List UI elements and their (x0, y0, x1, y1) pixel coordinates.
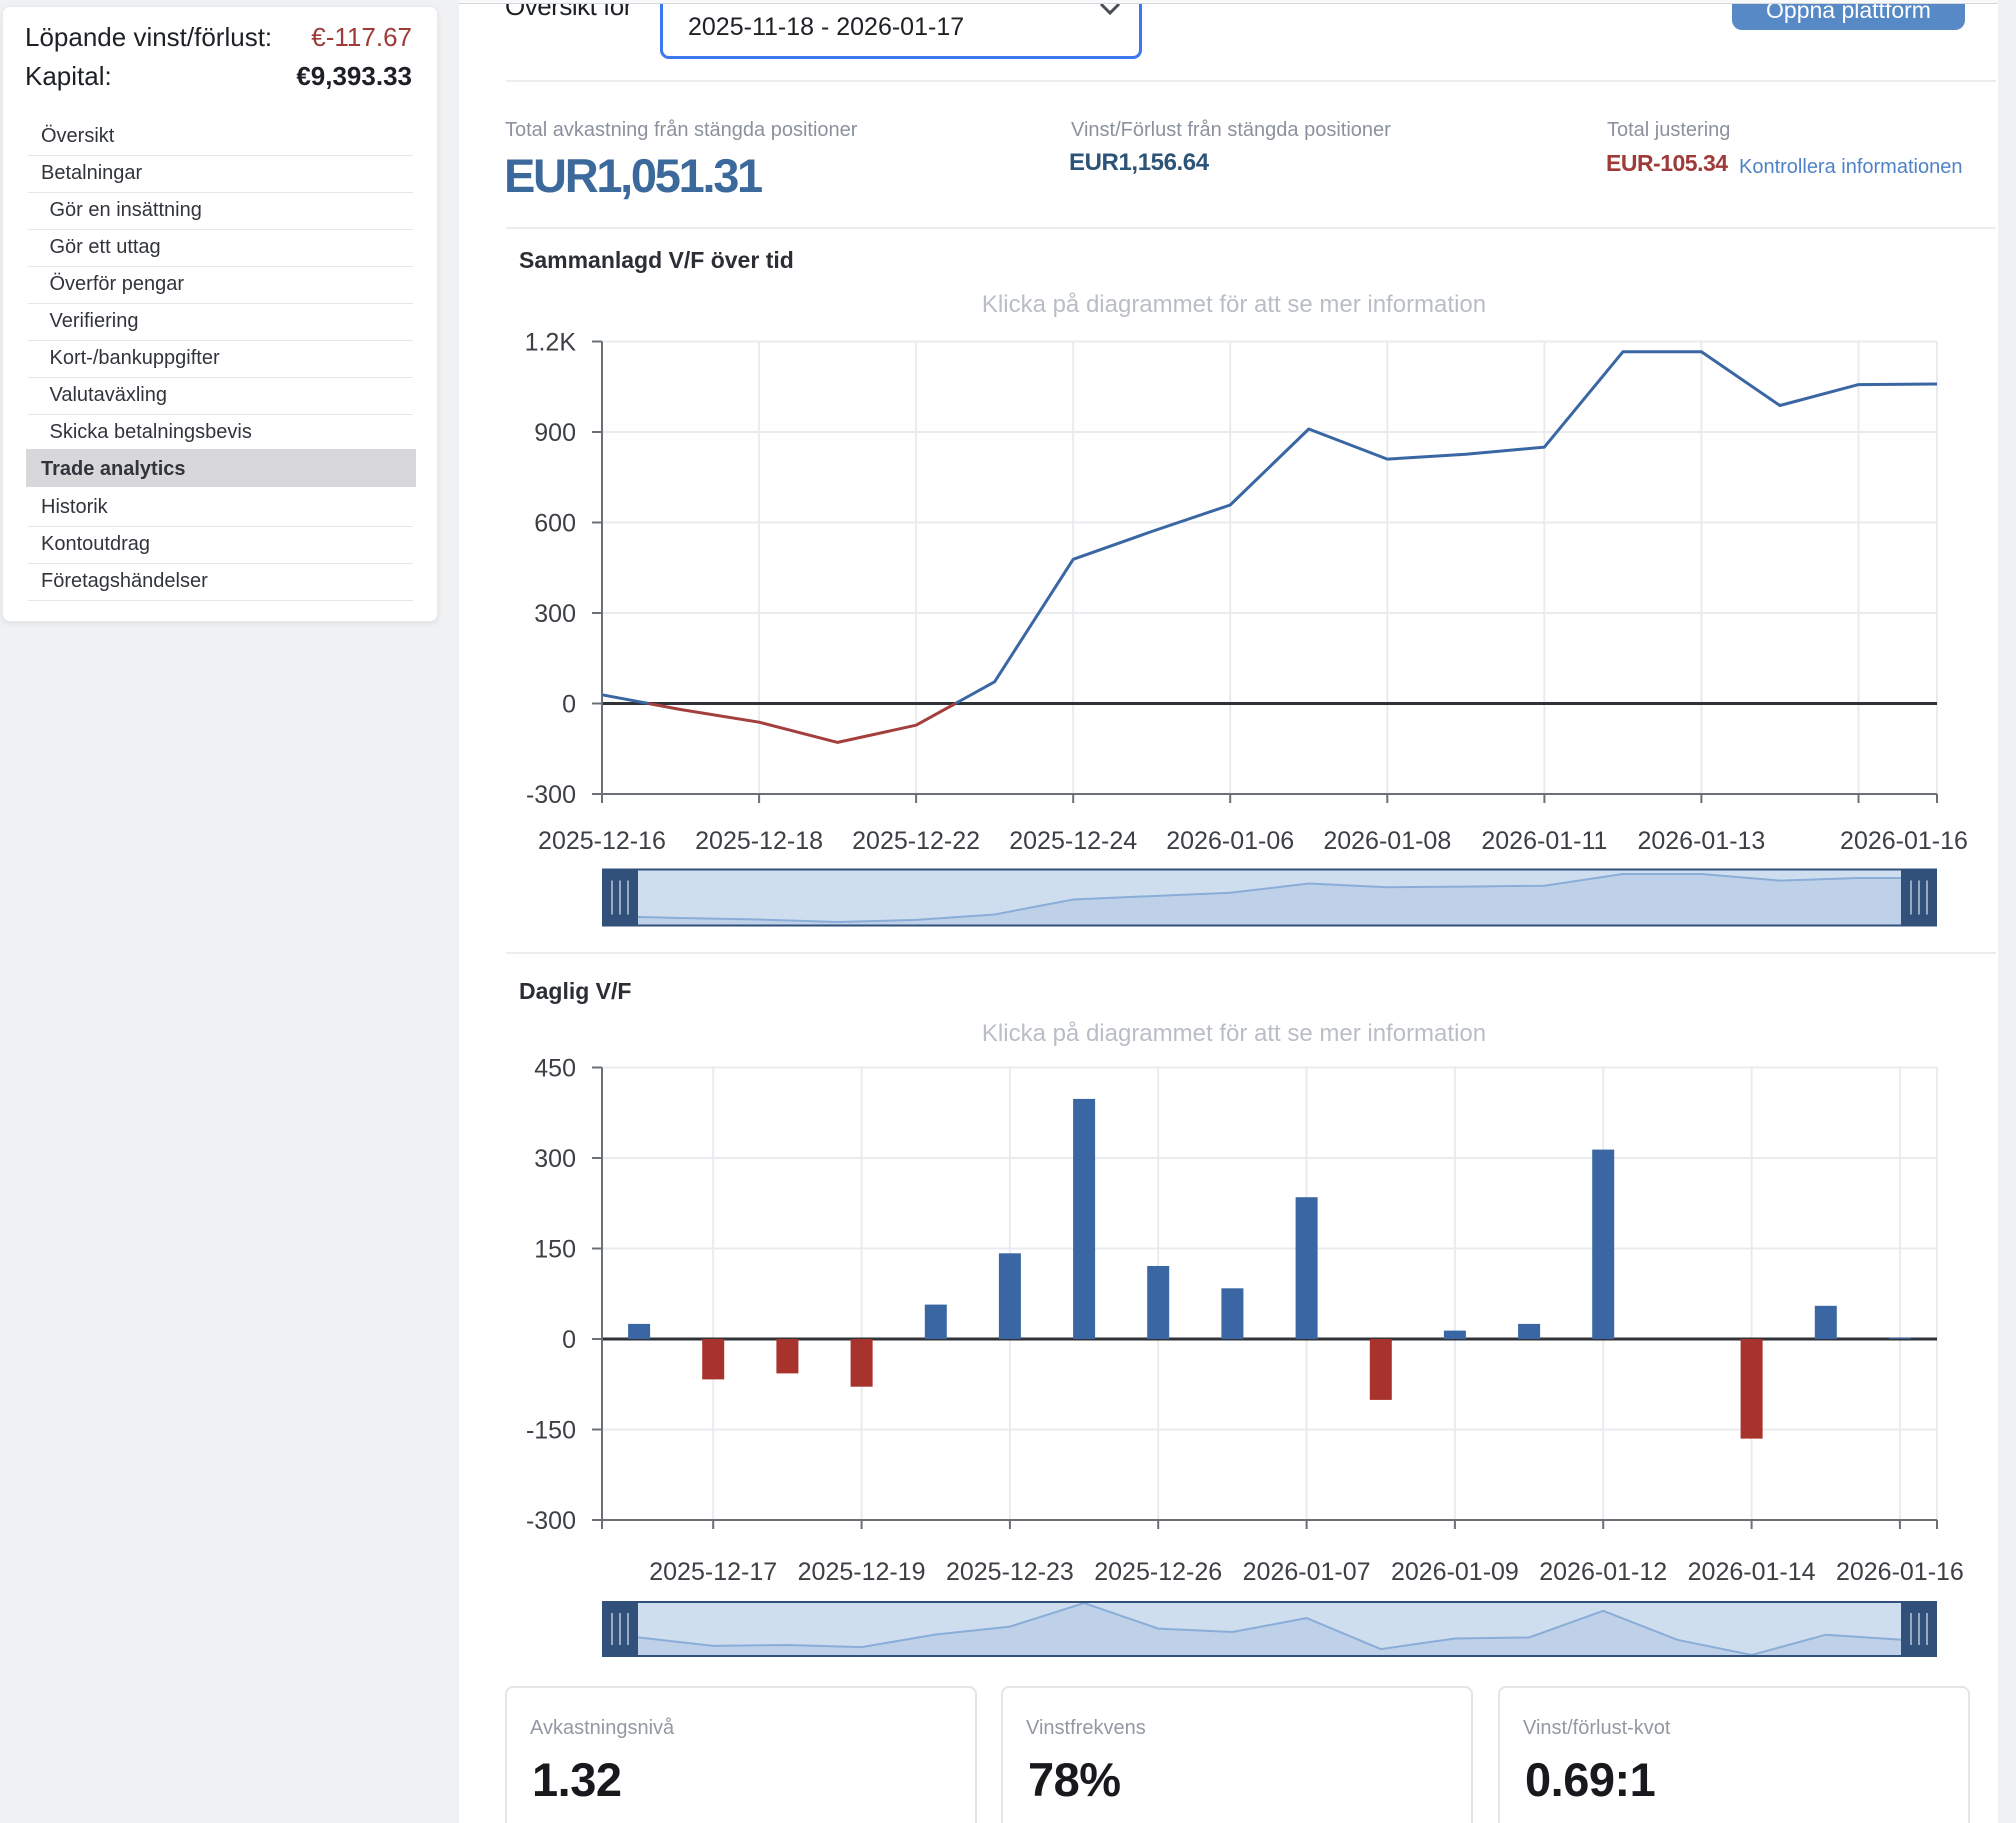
svg-text:2026-01-11: 2026-01-11 (1481, 827, 1607, 855)
svg-text:0: 0 (562, 691, 576, 719)
svg-text:2026-01-09: 2026-01-09 (1391, 1558, 1519, 1586)
svg-text:2026-01-06: 2026-01-06 (1166, 827, 1294, 855)
svg-text:2025-12-17: 2025-12-17 (649, 1558, 777, 1586)
svg-text:2025-12-18: 2025-12-18 (695, 827, 823, 855)
svg-text:2025-12-19: 2025-12-19 (798, 1558, 926, 1586)
svg-text:300: 300 (534, 600, 576, 628)
svg-text:-300: -300 (526, 1507, 576, 1535)
svg-text:0: 0 (562, 1326, 576, 1354)
svg-text:-150: -150 (526, 1417, 576, 1445)
svg-text:-300: -300 (526, 781, 576, 809)
svg-text:1.2K: 1.2K (525, 329, 577, 357)
svg-text:2025-12-23: 2025-12-23 (946, 1558, 1074, 1586)
svg-text:2025-12-22: 2025-12-22 (852, 827, 980, 855)
svg-text:2025-12-24: 2025-12-24 (1009, 827, 1137, 855)
svg-text:2026-01-16: 2026-01-16 (1840, 827, 1968, 855)
svg-text:2026-01-14: 2026-01-14 (1688, 1558, 1816, 1586)
svg-text:900: 900 (534, 419, 576, 447)
svg-text:450: 450 (534, 1055, 576, 1083)
svg-text:2026-01-16: 2026-01-16 (1836, 1558, 1964, 1586)
svg-text:2025-12-16: 2025-12-16 (538, 827, 666, 855)
svg-text:2025-12-26: 2025-12-26 (1094, 1558, 1222, 1586)
svg-text:2026-01-12: 2026-01-12 (1539, 1558, 1667, 1586)
svg-text:2026-01-07: 2026-01-07 (1243, 1558, 1371, 1586)
svg-text:600: 600 (534, 510, 576, 538)
svg-text:2026-01-08: 2026-01-08 (1323, 827, 1451, 855)
svg-text:2026-01-13: 2026-01-13 (1637, 827, 1765, 855)
svg-text:150: 150 (534, 1236, 576, 1264)
svg-text:300: 300 (534, 1145, 576, 1173)
